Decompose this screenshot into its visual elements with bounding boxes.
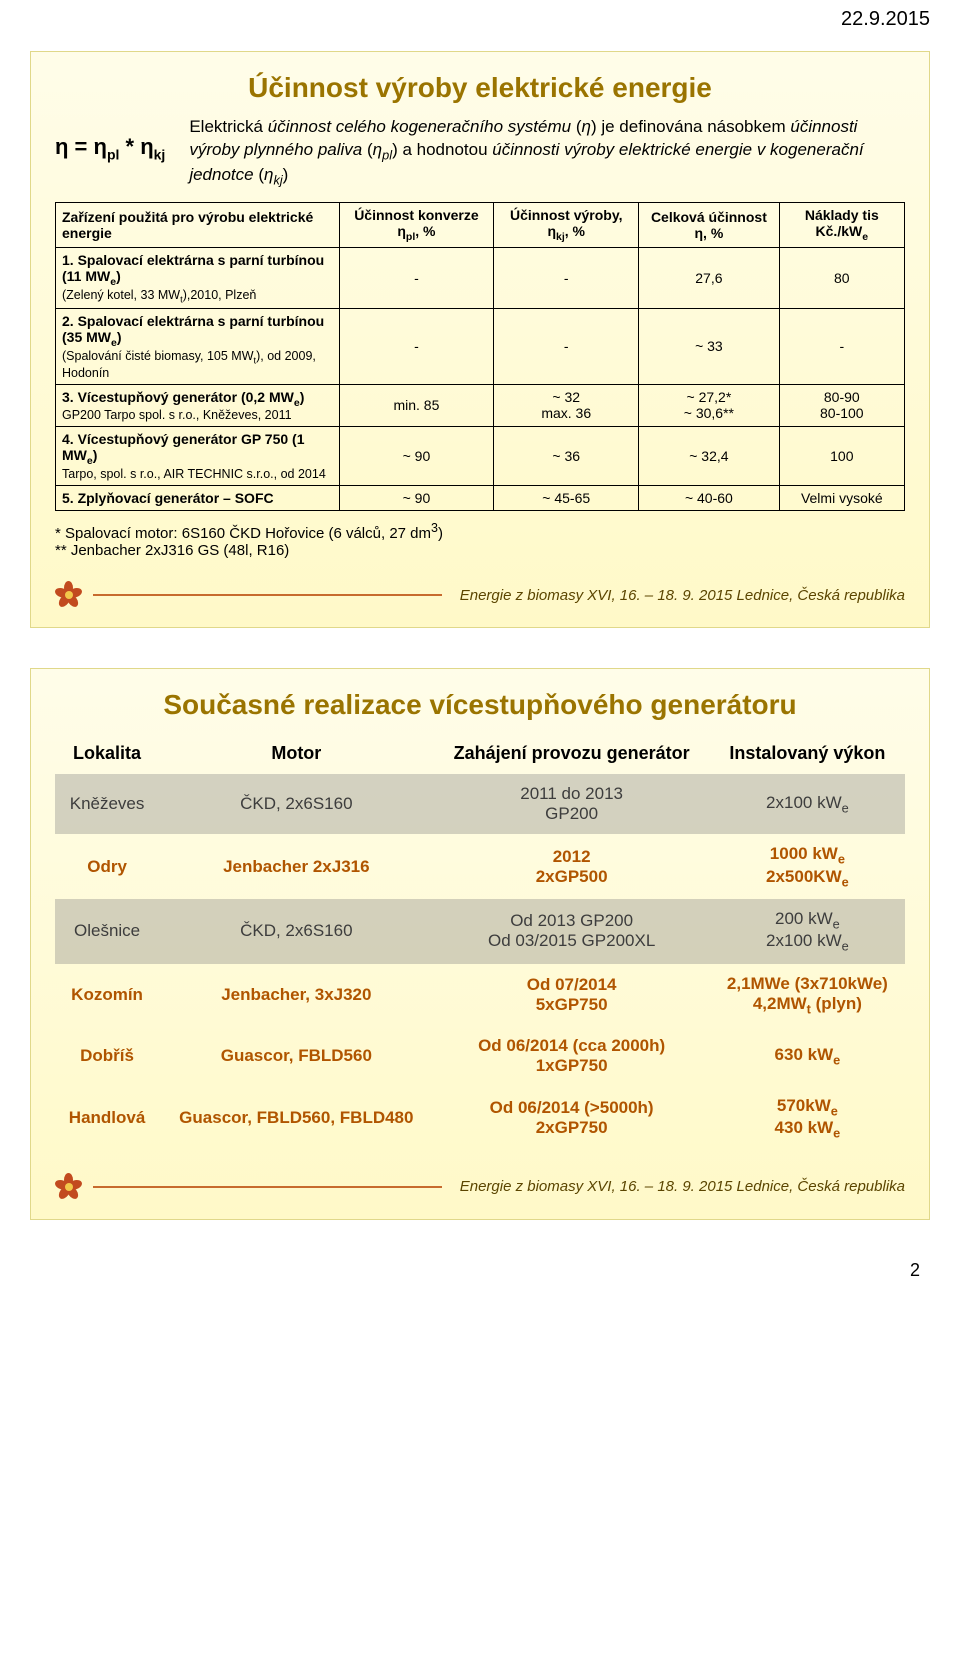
data-cell: Dobříš [55,1026,159,1086]
installations-table: Lokalita Motor Zahájení provozu generáto… [55,733,905,1151]
data-cell: min. 85 [339,384,494,427]
slide1-title: Účinnost výroby elektrické energie [55,72,905,104]
data-cell: ~ 90 [339,427,494,486]
data-cell: Guascor, FBLD560, FBLD480 [159,1086,433,1151]
table-header-row: Lokalita Motor Zahájení provozu generáto… [55,733,905,774]
flower-icon [55,1173,83,1201]
col-conv-eff: Účinnost konverze ηpl, % [339,203,494,248]
col-total-eff: Celková účinnost η, % [639,203,779,248]
equipment-cell: 1. Spalovací elektrárna s parní turbínou… [56,247,340,308]
page-number: 2 [0,1260,960,1293]
data-cell: ~ 33 [639,309,779,384]
col-prod-eff: Účinnost výroby, ηkj, % [494,203,639,248]
data-cell: Guascor, FBLD560 [159,1026,433,1086]
data-cell: 570kWe430 kWe [710,1086,905,1151]
table-row: KněževesČKD, 2x6S1602011 do 2013GP2002x1… [55,774,905,834]
data-cell: 27,6 [639,247,779,308]
equipment-cell: 4. Vícestupňový generátor GP 750 (1 MWe)… [56,427,340,486]
data-cell: Od 06/2014 (cca 2000h)1xGP750 [434,1026,710,1086]
col-location: Lokalita [55,733,159,774]
table-row: 1. Spalovací elektrárna s parní turbínou… [56,247,905,308]
table-row: DobříšGuascor, FBLD560Od 06/2014 (cca 20… [55,1026,905,1086]
equipment-cell: 2. Spalovací elektrárna s parní turbínou… [56,309,340,384]
efficiency-definition: Elektrická účinnost celého kogeneračního… [189,116,905,188]
table-row: 2. Spalovací elektrárna s parní turbínou… [56,309,905,384]
col-equipment: Zařízení použitá pro výrobu elektrické e… [56,203,340,248]
efficiency-formula: η = ηpl * ηkj [55,116,165,162]
data-cell: - [339,247,494,308]
table-row: OlešniceČKD, 2x6S160Od 2013 GP200Od 03/2… [55,899,905,964]
table-row: OdryJenbacher 2xJ31620122xGP5001000 kWe2… [55,834,905,899]
data-cell: Olešnice [55,899,159,964]
data-cell: ~ 36 [494,427,639,486]
data-cell: Kozomín [55,964,159,1026]
col-cost: Náklady tis Kč./kWe [779,203,904,248]
data-cell: Jenbacher 2xJ316 [159,834,433,899]
data-cell: - [779,309,904,384]
slide-installations: Současné realizace vícestupňového generá… [30,668,930,1220]
data-cell: ~ 32max. 36 [494,384,639,427]
data-cell: Velmi vysoké [779,486,904,511]
table-header-row: Zařízení použitá pro výrobu elektrické e… [56,203,905,248]
data-cell: ~ 90 [339,486,494,511]
data-cell: Jenbacher, 3xJ320 [159,964,433,1026]
data-cell: 80 [779,247,904,308]
data-cell: ~ 45-65 [494,486,639,511]
data-cell: 100 [779,427,904,486]
col-power: Instalovaný výkon [710,733,905,774]
efficiency-table: Zařízení použitá pro výrobu elektrické e… [55,202,905,511]
table-row: 3. Vícestupňový generátor (0,2 MWe)GP200… [56,384,905,427]
footer-text: Energie z biomasy XVI, 16. – 18. 9. 2015… [452,587,905,604]
data-cell: Od 2013 GP200Od 03/2015 GP200XL [434,899,710,964]
data-cell: - [494,309,639,384]
footer-divider [93,594,442,596]
footer-text: Energie z biomasy XVI, 16. – 18. 9. 2015… [452,1178,905,1195]
data-cell: 630 kWe [710,1026,905,1086]
slide-efficiency: Účinnost výroby elektrické energie η = η… [30,51,930,628]
footnote-1: * Spalovací motor: 6S160 ČKD Hořovice (6… [55,521,905,542]
data-cell: Od 07/20145xGP750 [434,964,710,1026]
data-cell: 1000 kWe2x500KWe [710,834,905,899]
data-cell: Od 06/2014 (>5000h)2xGP750 [434,1086,710,1151]
data-cell: - [339,309,494,384]
data-cell: ČKD, 2x6S160 [159,774,433,834]
flower-icon [55,581,83,609]
data-cell: 2x100 kWe [710,774,905,834]
data-cell: - [494,247,639,308]
footnotes: * Spalovací motor: 6S160 ČKD Hořovice (6… [55,521,905,559]
footer-divider [93,1186,442,1188]
equipment-cell: 5. Zplyňovací generátor – SOFC [56,486,340,511]
data-cell: 2011 do 2013GP200 [434,774,710,834]
slide-footer: Energie z biomasy XVI, 16. – 18. 9. 2015… [55,581,905,609]
col-start: Zahájení provozu generátor [434,733,710,774]
equipment-cell: 3. Vícestupňový generátor (0,2 MWe)GP200… [56,384,340,427]
data-cell: Handlová [55,1086,159,1151]
data-cell: 2,1MWe (3x710kWe)4,2MWt (plyn) [710,964,905,1026]
table-row: KozomínJenbacher, 3xJ320Od 07/20145xGP75… [55,964,905,1026]
slide-footer: Energie z biomasy XVI, 16. – 18. 9. 2015… [55,1173,905,1201]
page-date: 22.9.2015 [0,0,960,31]
data-cell: 80-9080-100 [779,384,904,427]
data-cell: ~ 40-60 [639,486,779,511]
data-cell: 200 kWe2x100 kWe [710,899,905,964]
data-cell: ~ 27,2*~ 30,6** [639,384,779,427]
data-cell: Kněževes [55,774,159,834]
table-row: HandlováGuascor, FBLD560, FBLD480Od 06/2… [55,1086,905,1151]
col-motor: Motor [159,733,433,774]
data-cell: 20122xGP500 [434,834,710,899]
data-cell: ~ 32,4 [639,427,779,486]
footnote-2: ** Jenbacher 2xJ316 GS (48l, R16) [55,542,905,559]
data-cell: ČKD, 2x6S160 [159,899,433,964]
formula-row: η = ηpl * ηkj Elektrická účinnost celého… [55,116,905,188]
table-row: 5. Zplyňovací generátor – SOFC~ 90~ 45-6… [56,486,905,511]
table-row: 4. Vícestupňový generátor GP 750 (1 MWe)… [56,427,905,486]
data-cell: Odry [55,834,159,899]
slide2-title: Současné realizace vícestupňového generá… [55,689,905,721]
